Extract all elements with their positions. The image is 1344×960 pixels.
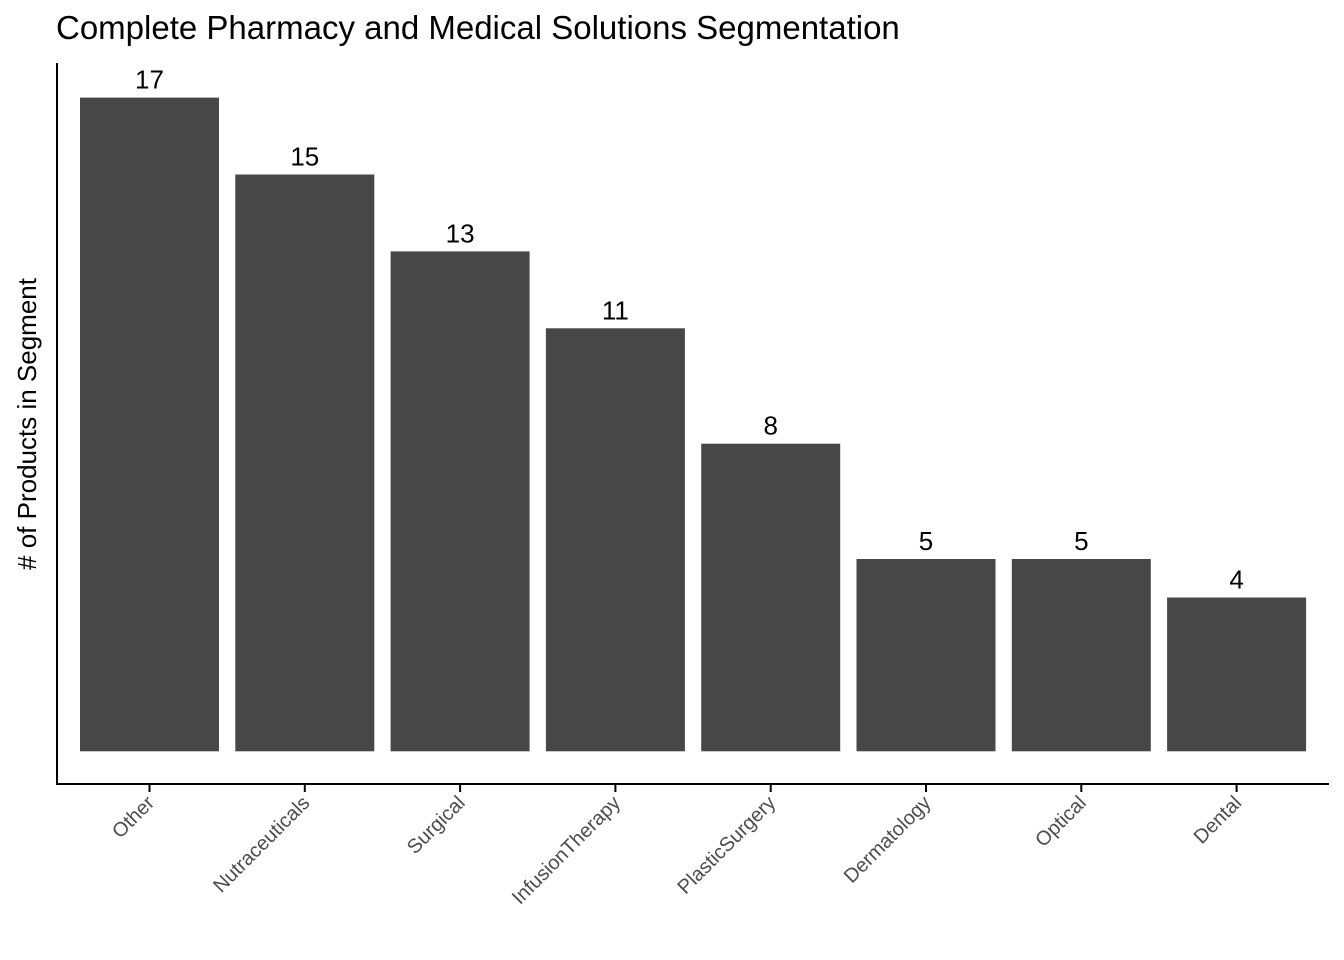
bar-infusiontherapy [545, 328, 685, 752]
x-tick-label-dermatology: Dermatology [840, 792, 936, 888]
data-label-other: 17 [135, 65, 164, 95]
x-tick-label-optical: Optical [1031, 792, 1091, 852]
x-tick-label-dental: Dental [1190, 792, 1246, 848]
bar-dermatology [856, 559, 996, 752]
x-tick-label-other: Other [108, 792, 159, 843]
data-label-optical: 5 [1074, 526, 1088, 556]
data-label-dermatology: 5 [919, 526, 933, 556]
bar-other [80, 97, 219, 752]
x-tick-label-surgical: Surgical [403, 792, 470, 859]
data-label-infusiontherapy: 11 [602, 295, 629, 325]
x-tick-labels-group: Other Nutraceuticals Surgical InfusionThera… [108, 792, 1246, 909]
bar-surgical [390, 251, 530, 752]
x-tick-label-nutraceuticals: Nutraceuticals [209, 792, 314, 897]
y-axis-label: # of Products in Segment [12, 277, 42, 570]
data-label-plasticsurgery: 8 [763, 411, 777, 441]
bars-group [80, 97, 1307, 752]
bar-plasticsurgery [701, 443, 841, 752]
x-ticks-group [148, 784, 1238, 792]
x-tick-label-infusiontherapy: InfusionTherapy [508, 792, 625, 909]
bar-dental [1167, 597, 1307, 752]
data-labels-group: 17 15 13 11 8 5 5 4 [135, 65, 1244, 595]
data-label-dental: 4 [1229, 565, 1243, 595]
x-tick-label-plasticsurgery: PlasticSurgery [674, 792, 781, 899]
bar-optical [1011, 559, 1151, 752]
bar-nutraceuticals [235, 174, 375, 752]
data-label-surgical: 13 [446, 218, 475, 248]
data-label-nutraceuticals: 15 [290, 142, 319, 172]
chart-title: Complete Pharmacy and Medical Solutions … [56, 9, 900, 46]
